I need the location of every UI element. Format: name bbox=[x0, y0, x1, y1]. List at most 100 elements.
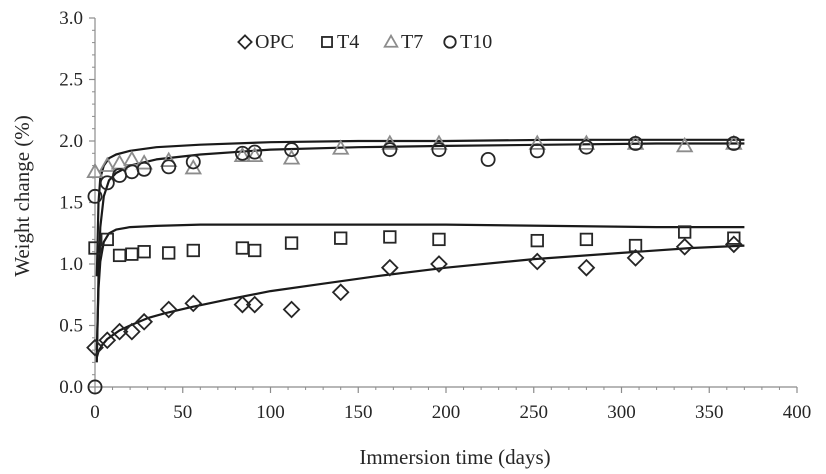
point-t4 bbox=[125, 247, 139, 261]
point-opc bbox=[98, 331, 117, 350]
point-t4 bbox=[727, 231, 741, 245]
point-t7 bbox=[245, 146, 264, 163]
legend-label-t4: T4 bbox=[337, 31, 359, 53]
point-opc bbox=[110, 322, 129, 341]
point-t10 bbox=[382, 142, 398, 158]
point-t10 bbox=[99, 175, 115, 191]
point-opc bbox=[159, 300, 178, 319]
point-t4 bbox=[334, 231, 348, 245]
point-t7 bbox=[98, 156, 117, 172]
y-tick-label: 1.5 bbox=[59, 193, 83, 214]
y-tick-label: 1.0 bbox=[59, 254, 83, 275]
y-tick-label: 0.0 bbox=[59, 377, 83, 398]
point-t10 bbox=[480, 151, 496, 167]
point-opc bbox=[86, 338, 104, 357]
point-opc bbox=[380, 258, 399, 277]
trend-line-t7 bbox=[95, 138, 745, 277]
point-t4 bbox=[112, 248, 127, 263]
point-opc bbox=[528, 252, 547, 271]
point-t7 bbox=[675, 136, 694, 153]
point-opc bbox=[135, 312, 154, 331]
point-t4 bbox=[248, 243, 262, 258]
point-opc bbox=[331, 283, 350, 302]
point-opc bbox=[626, 248, 645, 267]
x-tick-label: 50 bbox=[173, 402, 192, 423]
point-t10 bbox=[87, 379, 103, 395]
point-t7 bbox=[110, 154, 129, 170]
point-t7 bbox=[725, 134, 743, 150]
point-t4 bbox=[235, 241, 250, 255]
x-tick-label: 100 bbox=[256, 402, 285, 423]
point-t4 bbox=[579, 232, 594, 247]
trend-lines bbox=[95, 138, 745, 363]
legend-label-t7: T7 bbox=[401, 31, 423, 53]
point-t10 bbox=[284, 142, 300, 158]
point-t4 bbox=[137, 245, 151, 259]
point-t10 bbox=[161, 159, 177, 175]
point-opc bbox=[233, 295, 252, 314]
point-t10 bbox=[529, 143, 545, 159]
point-t7 bbox=[159, 151, 178, 167]
point-opc bbox=[430, 255, 448, 273]
x-tick-label: 150 bbox=[344, 402, 373, 423]
point-opc bbox=[577, 258, 596, 277]
axes: 0.0 0.5 1.0 1.5 2.0 2.5 3.0 0 50 100 150 200 250 300 3… bbox=[59, 8, 811, 423]
x-tick-label: 350 bbox=[695, 402, 724, 423]
point-t4 bbox=[432, 232, 446, 247]
point-opc bbox=[675, 237, 694, 256]
point-t4 bbox=[383, 230, 397, 244]
legend-label-opc: OPC bbox=[255, 31, 294, 53]
point-t10 bbox=[124, 164, 140, 180]
point-t7 bbox=[430, 134, 448, 150]
point-opc bbox=[282, 300, 301, 319]
point-t4 bbox=[100, 232, 114, 247]
point-t7 bbox=[282, 149, 301, 165]
point-t7 bbox=[626, 134, 645, 150]
point-t7 bbox=[331, 139, 350, 155]
trend-line-t10 bbox=[95, 142, 745, 363]
point-opc bbox=[184, 294, 203, 313]
point-t10 bbox=[185, 154, 201, 170]
x-tick-label: 400 bbox=[783, 402, 812, 423]
trend-line-t4 bbox=[95, 223, 745, 351]
point-t7 bbox=[135, 154, 153, 170]
point-t4 bbox=[284, 236, 299, 250]
point-t4 bbox=[162, 246, 176, 260]
point-t10 bbox=[87, 188, 103, 204]
point-t4 bbox=[628, 238, 643, 253]
point-t7 bbox=[233, 146, 252, 163]
point-t4 bbox=[530, 233, 544, 248]
x-axis-title: Immersion time (days) bbox=[359, 445, 550, 469]
legend: OPC T4 T7 T10 bbox=[237, 31, 492, 53]
point-t4 bbox=[186, 243, 200, 258]
point-t10 bbox=[628, 136, 643, 151]
point-t7 bbox=[381, 134, 399, 150]
point-opc bbox=[122, 322, 141, 341]
legend-marker-t7 bbox=[383, 33, 399, 48]
legend-marker-opc bbox=[237, 34, 253, 50]
point-t7 bbox=[528, 134, 547, 150]
point-t10 bbox=[247, 144, 263, 160]
point-t4 bbox=[678, 225, 692, 239]
point-opc bbox=[245, 295, 264, 314]
y-tick-label: 2.0 bbox=[59, 131, 83, 152]
legend-label-t10: T10 bbox=[460, 31, 492, 53]
y-tick-label: 0.5 bbox=[59, 316, 83, 337]
point-t10 bbox=[136, 161, 152, 177]
y-tick-label: 2.5 bbox=[59, 70, 83, 91]
x-tick-label: 300 bbox=[607, 402, 636, 423]
x-tick-label: 200 bbox=[432, 402, 461, 423]
trend-line-opc bbox=[95, 244, 745, 358]
x-tick-label: 250 bbox=[520, 402, 549, 423]
point-t10 bbox=[431, 142, 447, 158]
x-tick-label: 0 bbox=[90, 402, 100, 423]
data-markers bbox=[86, 134, 743, 395]
legend-marker-t4 bbox=[321, 36, 333, 48]
y-tick-label: 3.0 bbox=[59, 8, 83, 29]
point-t7 bbox=[86, 162, 104, 179]
point-t10 bbox=[726, 136, 742, 151]
point-t4 bbox=[88, 241, 102, 255]
y-axis-title: Weight change (%) bbox=[10, 115, 34, 277]
legend-marker-t10 bbox=[443, 35, 457, 49]
